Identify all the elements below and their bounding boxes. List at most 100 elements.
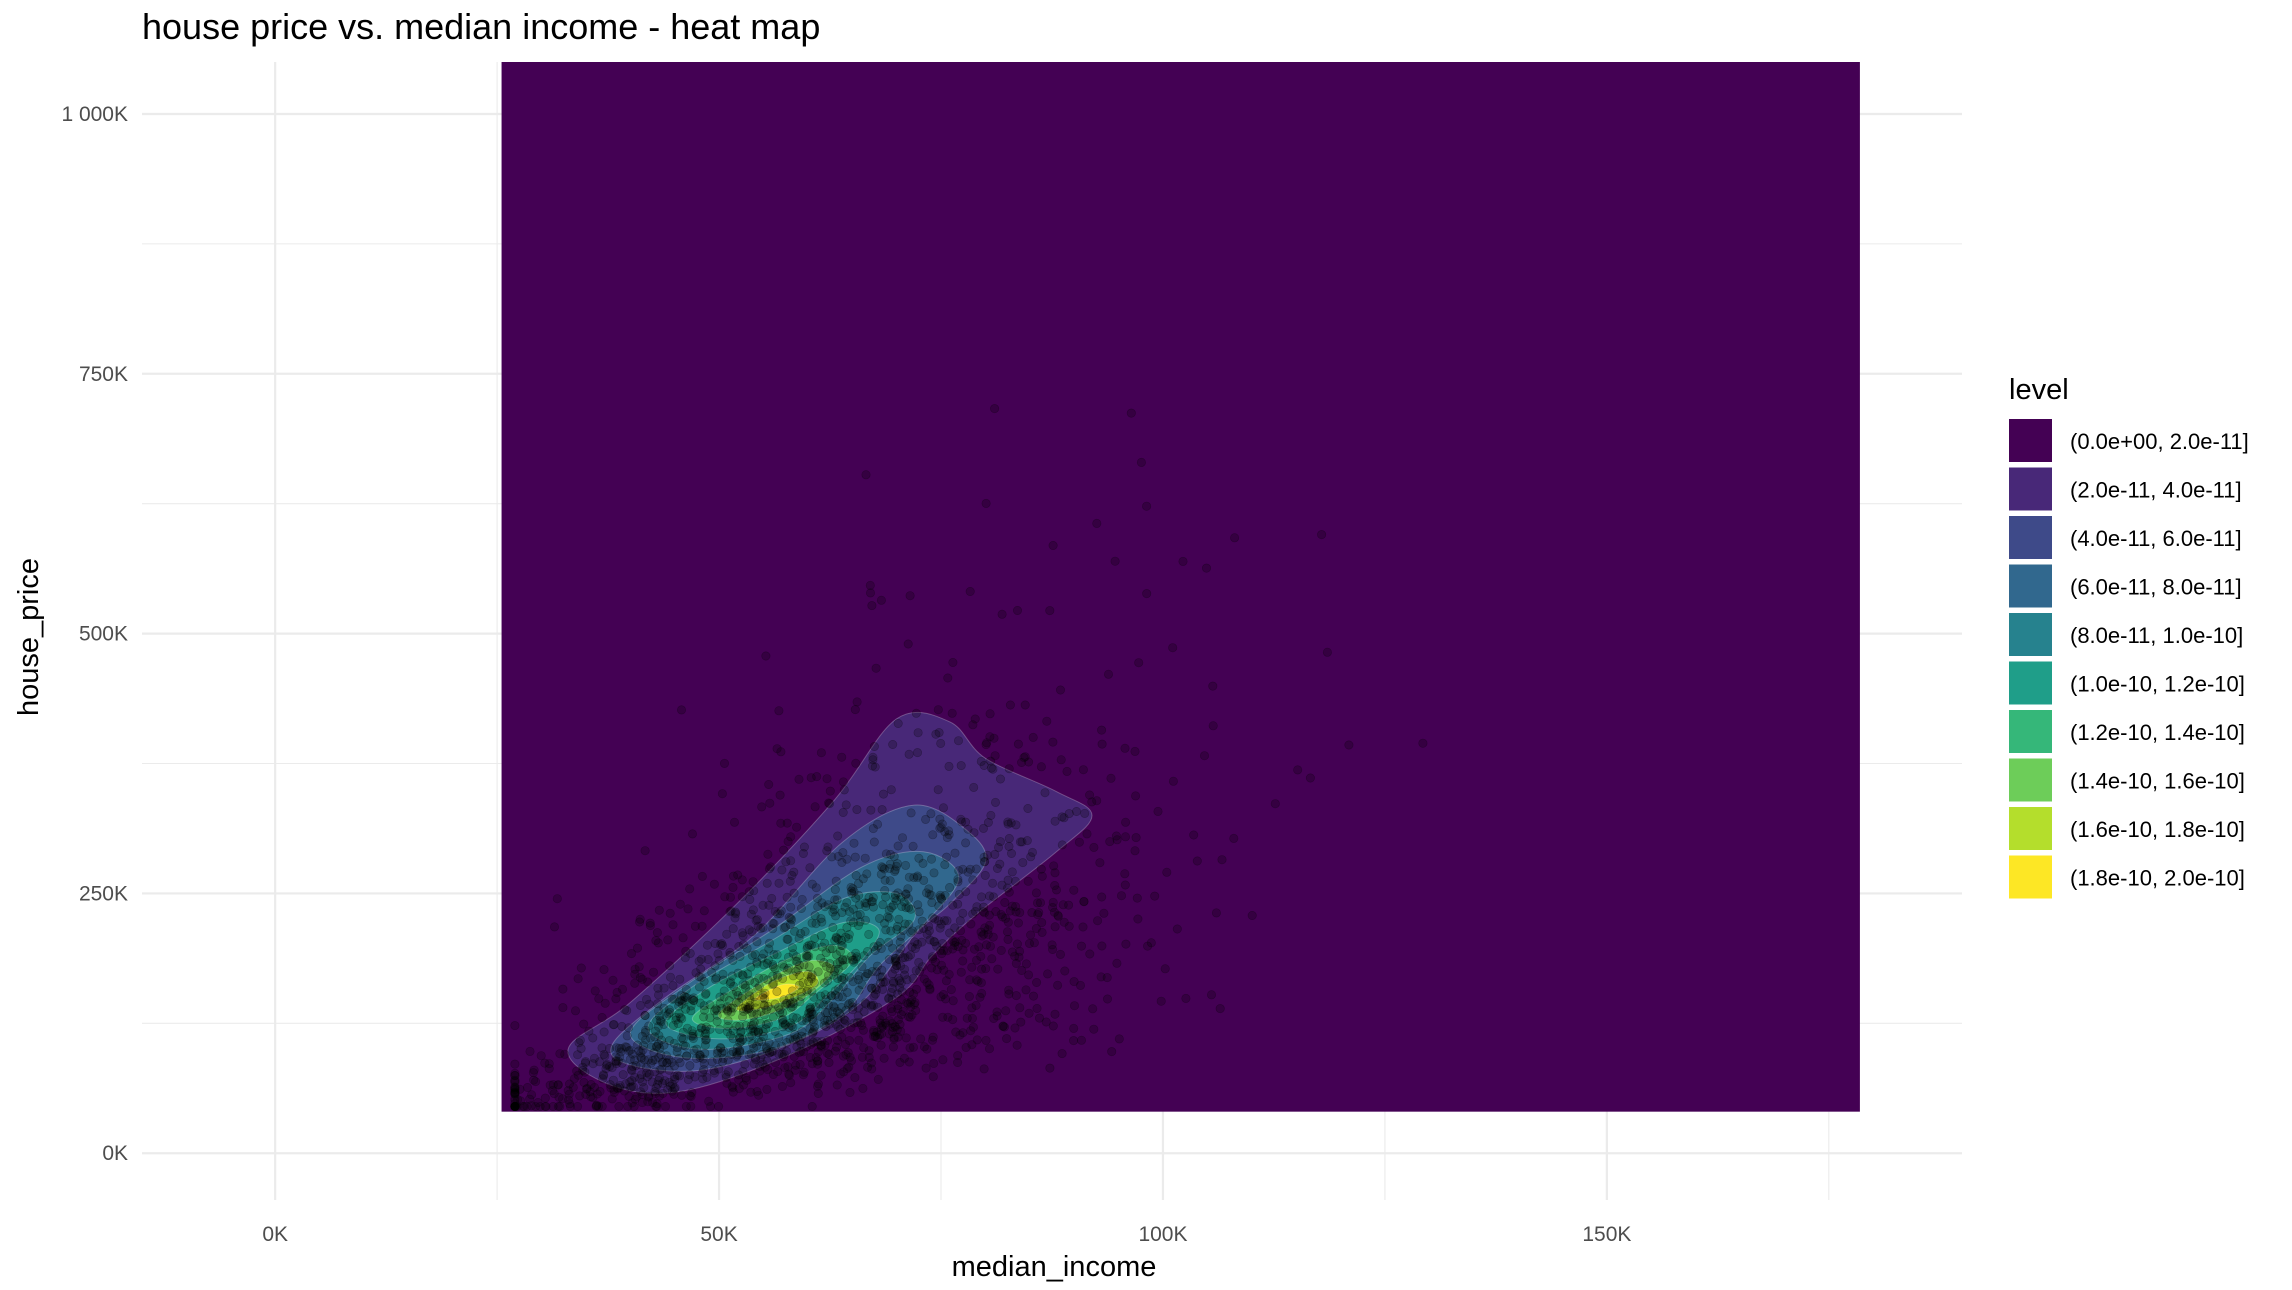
data-point [726, 1007, 736, 1017]
data-point [838, 955, 848, 965]
data-point [948, 936, 958, 946]
data-point [513, 1095, 523, 1105]
data-point [738, 940, 748, 950]
data-point [882, 1020, 892, 1030]
data-point [988, 878, 998, 888]
data-point [672, 1047, 682, 1057]
data-point [1020, 752, 1030, 762]
data-point [871, 985, 881, 995]
data-point [809, 992, 819, 1002]
data-point [887, 1007, 897, 1017]
data-point [868, 893, 878, 903]
data-point [625, 1083, 635, 1093]
data-point [878, 984, 888, 994]
data-point [553, 1080, 563, 1090]
legend-label: (1.8e-10, 2.0e-10] [2070, 866, 2245, 891]
x-axis-ticks: 0K 50K 100K 150K [262, 1223, 1631, 1246]
data-point [823, 970, 833, 980]
data-point [788, 1035, 798, 1045]
data-point [1023, 803, 1033, 813]
data-point [794, 934, 804, 944]
data-point [763, 1001, 773, 1011]
data-point [630, 978, 640, 988]
data-point [749, 1043, 759, 1053]
data-point [768, 962, 778, 972]
data-point [885, 876, 895, 886]
legend: level (0.0e+00, 2.0e-11](2.0e-11, 4.0e-1… [2009, 374, 2249, 899]
data-point [895, 937, 905, 947]
data-point [531, 1102, 541, 1112]
data-point [878, 977, 888, 987]
data-point [653, 1075, 663, 1085]
data-point [700, 1040, 710, 1050]
data-point [662, 1058, 672, 1068]
data-point [783, 934, 793, 944]
data-point [1050, 1009, 1060, 1019]
data-point [1270, 799, 1280, 809]
data-point [805, 1012, 815, 1022]
data-point [816, 914, 826, 924]
data-point [654, 1052, 664, 1062]
data-point [904, 872, 914, 882]
data-point [699, 1005, 709, 1015]
data-point [890, 1021, 900, 1031]
data-point [980, 870, 990, 880]
data-point [904, 749, 914, 759]
data-point [763, 1065, 773, 1075]
data-point [564, 1095, 574, 1105]
data-point [904, 1012, 914, 1022]
y-tick-label: 750K [79, 363, 128, 386]
data-point [828, 901, 838, 911]
data-point [848, 1002, 858, 1012]
data-point [906, 1002, 916, 1012]
data-point [855, 909, 865, 919]
data-point [622, 1006, 632, 1016]
data-point [904, 1057, 914, 1067]
data-point [851, 948, 861, 958]
data-point [777, 1015, 787, 1025]
data-point [709, 879, 719, 889]
data-point [762, 958, 772, 968]
data-point [510, 1102, 520, 1112]
legend-swatch [2009, 516, 2052, 559]
data-point [722, 929, 732, 939]
data-point [841, 932, 851, 942]
data-point [735, 951, 745, 961]
data-point [858, 1083, 868, 1093]
data-point [947, 708, 957, 718]
data-point [1117, 891, 1127, 901]
data-point [716, 1043, 726, 1053]
data-point [1064, 809, 1074, 819]
data-point [626, 1064, 636, 1074]
data-point [1011, 820, 1021, 830]
data-point [669, 1084, 679, 1094]
data-point [510, 1102, 520, 1112]
data-point [890, 890, 900, 900]
data-point [926, 854, 936, 864]
data-point [636, 1053, 646, 1063]
data-point [926, 963, 936, 973]
data-point [806, 1004, 816, 1014]
data-point [717, 1048, 727, 1058]
data-point [710, 961, 720, 971]
data-point [510, 1088, 520, 1098]
data-point [796, 992, 806, 1002]
data-point [635, 1074, 645, 1084]
data-point [819, 957, 829, 967]
data-point [971, 864, 981, 874]
data-point [1104, 669, 1114, 679]
data-point [788, 1012, 798, 1022]
data-point [928, 913, 938, 923]
data-point [541, 1102, 551, 1112]
data-point [717, 940, 727, 950]
data-point [966, 1026, 976, 1036]
legend-label: (1.4e-10, 1.6e-10] [2070, 769, 2245, 794]
data-point [665, 961, 675, 971]
data-point [595, 1087, 605, 1097]
data-point [951, 937, 961, 947]
data-point [657, 1064, 667, 1074]
data-point [900, 964, 910, 974]
data-point [786, 902, 796, 912]
data-point [665, 1081, 675, 1091]
data-point [944, 761, 954, 771]
